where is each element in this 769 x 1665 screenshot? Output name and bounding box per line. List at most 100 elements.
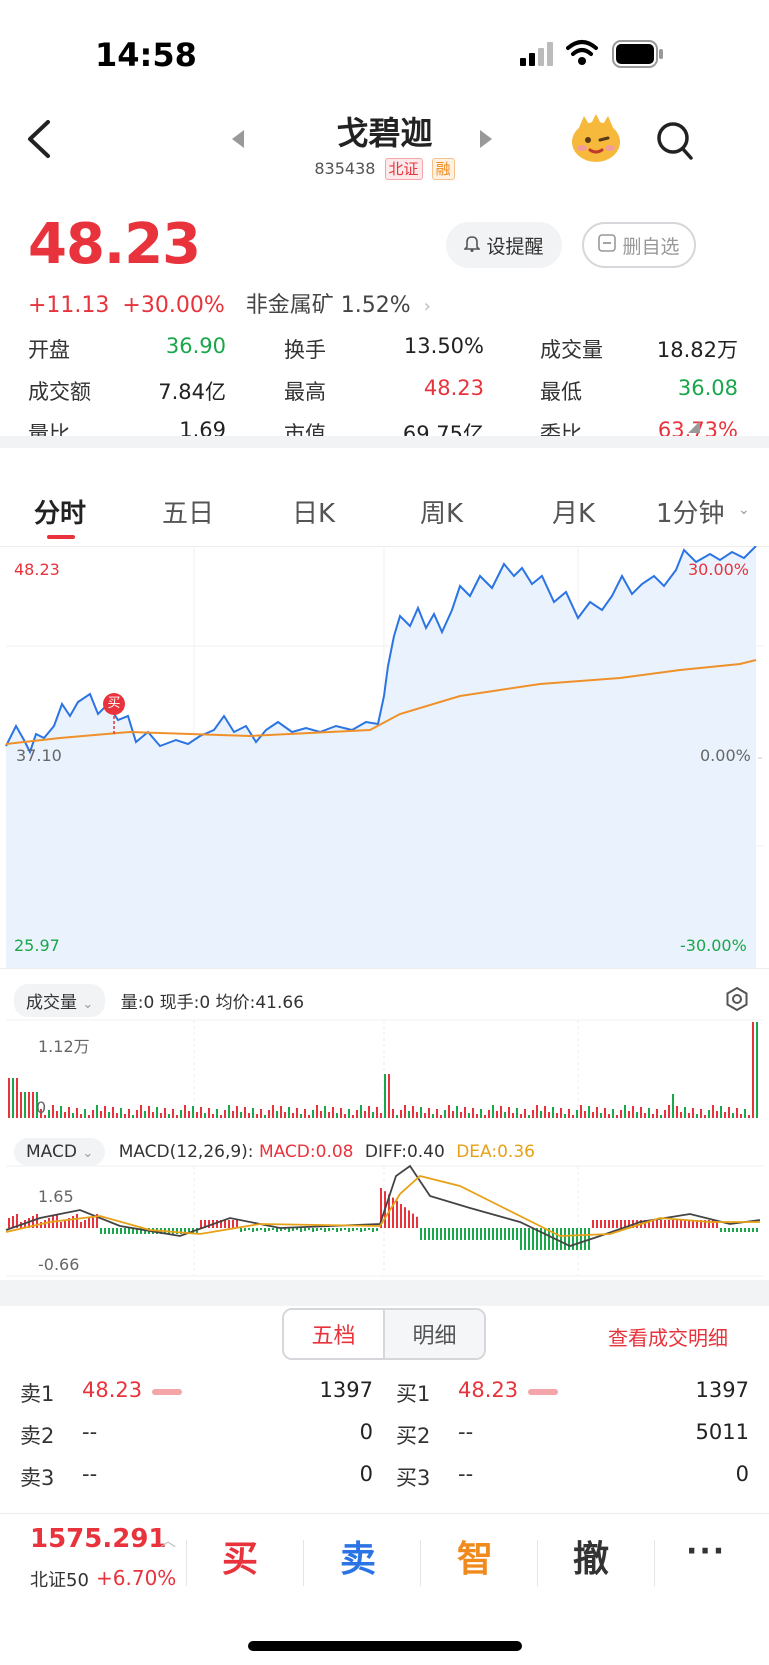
stat-label: 最低 [540, 380, 582, 404]
macd-histogram-bar [712, 1220, 714, 1228]
volume-bar [168, 1114, 170, 1118]
macd-histogram-bar [280, 1228, 282, 1231]
charts-canvas[interactable] [0, 546, 769, 1665]
macd-histogram-bar [368, 1228, 370, 1230]
smart-button[interactable]: 智 [457, 1539, 494, 1580]
volume-bar [340, 1108, 342, 1118]
buy-marker[interactable]: 买 [103, 693, 125, 715]
volume-bar [680, 1112, 682, 1118]
search-icon[interactable] [655, 120, 695, 166]
next-stock-icon[interactable] [478, 128, 494, 154]
volume-bar [392, 1109, 394, 1118]
volume-bar [52, 1105, 54, 1118]
macd-histogram-bar [232, 1220, 234, 1228]
volume-bar [212, 1114, 214, 1118]
volume-bar [20, 1092, 22, 1118]
more-button[interactable]: ··· [686, 1534, 727, 1569]
mascot-icon[interactable] [568, 112, 624, 168]
settings-icon[interactable] [724, 986, 750, 1016]
volume-bar [656, 1109, 658, 1118]
change-percent: +30.00% [122, 293, 225, 318]
buy-level-label: 买3 [396, 1466, 431, 1490]
volume-bar [224, 1110, 226, 1118]
set-alert-button[interactable]: 设提醒 [446, 222, 562, 268]
macd-histogram-bar [752, 1228, 754, 1232]
volume-bar [24, 1092, 26, 1118]
macd-histogram-bar [408, 1210, 410, 1228]
macd-histogram-bar [532, 1228, 534, 1250]
tab-intraday[interactable]: 分时 [34, 499, 87, 529]
volume-bar [220, 1115, 222, 1118]
tab-detail[interactable]: 明细 [385, 1310, 484, 1358]
stat-value: 36.08 [677, 376, 738, 400]
macd-histogram-bar [316, 1228, 318, 1231]
volume-bar [396, 1115, 398, 1118]
tab-weekly-k[interactable]: 周K [420, 499, 464, 529]
macd-histogram-bar [344, 1228, 346, 1230]
prev-stock-icon[interactable] [230, 128, 246, 154]
volume-bar [576, 1110, 578, 1118]
volume-bar [584, 1111, 586, 1118]
buy-button[interactable]: 买 [222, 1539, 259, 1580]
volume-bar [520, 1114, 522, 1118]
macd-histogram-bar [32, 1216, 34, 1228]
macd-histogram-bar [496, 1228, 498, 1240]
pct-low-label: -30.00% [680, 936, 747, 955]
volume-bar [276, 1111, 278, 1118]
sector-link[interactable]: 非金属矿 1.52% [245, 293, 411, 318]
expand-corner-icon[interactable] [688, 418, 700, 437]
tab-one-minute[interactable]: 1分钟 [656, 499, 725, 529]
volume-max-label: 1.12万 [38, 1037, 90, 1056]
macd-histogram-bar [336, 1228, 338, 1232]
chevron-down-icon: ⌄ [82, 997, 94, 1012]
macd-histogram-bar [320, 1228, 322, 1230]
macd-histogram-bar [372, 1228, 374, 1232]
macd-histogram-bar [472, 1228, 474, 1240]
tab-five-day[interactable]: 五日 [162, 499, 215, 529]
volume-bar [128, 1109, 130, 1118]
macd-histogram-bar [688, 1220, 690, 1228]
macd-histogram-bar [452, 1228, 454, 1240]
macd-histogram-bar [40, 1222, 42, 1228]
macd-histogram-bar [736, 1228, 738, 1232]
macd-histogram-bar [604, 1220, 606, 1228]
index-value[interactable]: 1575.291 [30, 1524, 167, 1554]
tab-five-levels[interactable]: 五档 [284, 1310, 383, 1358]
macd-histogram-bar [720, 1228, 722, 1232]
change-amount: +11.13 [28, 293, 110, 318]
remove-watchlist-button[interactable]: 删自选 [582, 222, 696, 268]
macd-histogram-bar [528, 1228, 530, 1250]
volume-bar [448, 1105, 450, 1118]
volume-bar [464, 1107, 466, 1118]
chevron-down-icon: ⌄ [738, 502, 750, 518]
price-mid-label: 37.10 [16, 746, 62, 765]
view-trade-detail-link[interactable]: 查看成交明细 [608, 1326, 728, 1350]
volume-bar [152, 1112, 154, 1118]
tab-daily-k[interactable]: 日K [292, 499, 336, 529]
back-button[interactable] [24, 118, 54, 164]
macd-histogram-bar [756, 1228, 758, 1232]
macd-histogram-bar [240, 1228, 242, 1232]
macd-histogram-bar [420, 1228, 422, 1240]
macd-histogram-bar [548, 1228, 550, 1250]
chevron-up-icon[interactable]: ︿ [160, 1531, 177, 1550]
macd-histogram-bar [416, 1216, 418, 1228]
volume-bar [92, 1110, 94, 1118]
macd-histogram-bar [492, 1228, 494, 1240]
macd-dropdown[interactable]: MACD ⌄ [14, 1138, 106, 1166]
macd-histogram-bar [60, 1222, 62, 1228]
bottom-bar [0, 1514, 769, 1665]
volume-dropdown[interactable]: 成交量 ⌄ [14, 984, 106, 1017]
volume-divider [0, 968, 769, 969]
macd-histogram-bar [444, 1228, 446, 1240]
macd-histogram-bar [220, 1220, 222, 1228]
sell-button[interactable]: 卖 [340, 1539, 377, 1580]
cancel-button[interactable]: 撤 [573, 1539, 610, 1580]
remove-watchlist-label: 删自选 [622, 235, 680, 258]
stock-code-row: 835438 北证 融 [0, 158, 769, 180]
tab-monthly-k[interactable]: 月K [552, 499, 596, 529]
macd-histogram-bar [292, 1228, 294, 1231]
current-price: 48.23 [28, 212, 201, 277]
bar-separator [186, 1540, 187, 1586]
macd-top-label: 1.65 [38, 1187, 74, 1206]
